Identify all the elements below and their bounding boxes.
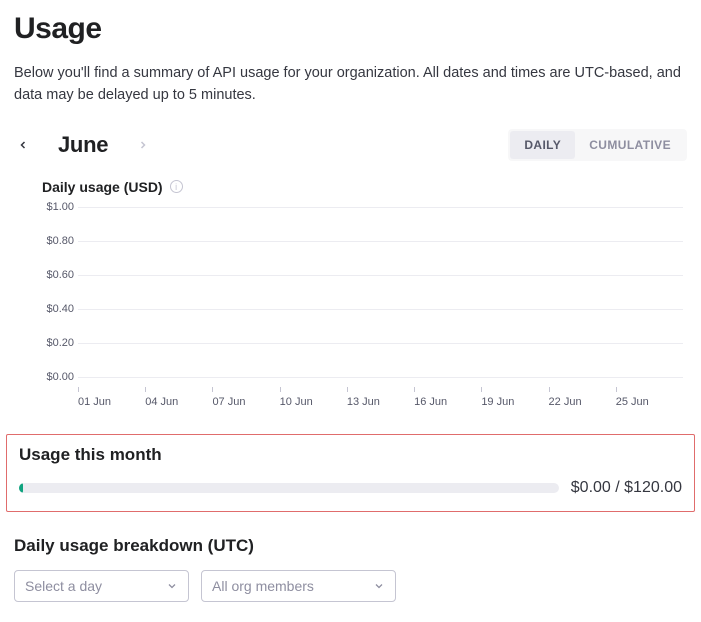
x-tick-label: 13 Jun — [347, 387, 414, 408]
y-tick-label: $1.00 — [46, 201, 74, 213]
x-tick-label: 19 Jun — [481, 387, 548, 408]
usage-limit: $120.00 — [624, 479, 682, 496]
usage-month-title: Usage this month — [19, 445, 682, 465]
view-toggle: DAILY CUMULATIVE — [508, 129, 687, 161]
select-members-placeholder: All org members — [212, 578, 314, 594]
x-tick-label: 07 Jun — [212, 387, 279, 408]
chevron-left-icon — [17, 139, 29, 151]
x-tick-label: 10 Jun — [280, 387, 347, 408]
gridline — [78, 207, 683, 208]
prev-month-button[interactable] — [14, 136, 32, 154]
select-members[interactable]: All org members — [201, 570, 396, 602]
toggle-cumulative[interactable]: CUMULATIVE — [575, 131, 685, 159]
select-day[interactable]: Select a day — [14, 570, 189, 602]
month-label: June — [58, 132, 108, 158]
chevron-right-icon — [137, 139, 149, 151]
x-tick-label: 04 Jun — [145, 387, 212, 408]
y-tick-label: $0.80 — [46, 235, 74, 247]
chevron-down-icon — [166, 580, 178, 592]
gridline — [78, 377, 683, 378]
y-tick-label: $0.20 — [46, 337, 74, 349]
info-icon[interactable]: i — [170, 180, 183, 193]
chevron-down-icon — [373, 580, 385, 592]
month-navigator: June — [14, 132, 152, 158]
x-tick-label: 25 Jun — [616, 387, 683, 408]
gridline — [78, 275, 683, 276]
y-tick-label: $0.00 — [46, 371, 74, 383]
daily-usage-chart: $1.00$0.80$0.60$0.40$0.20$0.00 01 Jun04 … — [42, 207, 683, 414]
usage-separator: / — [611, 479, 624, 496]
chart-title: Daily usage (USD) — [42, 179, 163, 195]
usage-amount-label: $0.00 / $120.00 — [571, 479, 682, 497]
select-day-placeholder: Select a day — [25, 578, 102, 594]
usage-progress-fill — [19, 483, 23, 493]
page-title: Usage — [14, 12, 687, 46]
next-month-button[interactable] — [134, 136, 152, 154]
gridline — [78, 241, 683, 242]
x-tick-label: 16 Jun — [414, 387, 481, 408]
y-tick-label: $0.40 — [46, 303, 74, 315]
x-tick-label: 22 Jun — [549, 387, 616, 408]
toggle-daily[interactable]: DAILY — [510, 131, 575, 159]
gridline — [78, 343, 683, 344]
usage-progress-bar — [19, 483, 559, 493]
page-description: Below you'll find a summary of API usage… — [14, 62, 687, 107]
gridline — [78, 309, 683, 310]
y-tick-label: $0.60 — [46, 269, 74, 281]
x-tick-label: 01 Jun — [78, 387, 145, 408]
usage-this-month-panel: Usage this month $0.00 / $120.00 — [6, 434, 695, 512]
usage-current: $0.00 — [571, 479, 611, 496]
breakdown-title: Daily usage breakdown (UTC) — [14, 536, 687, 556]
